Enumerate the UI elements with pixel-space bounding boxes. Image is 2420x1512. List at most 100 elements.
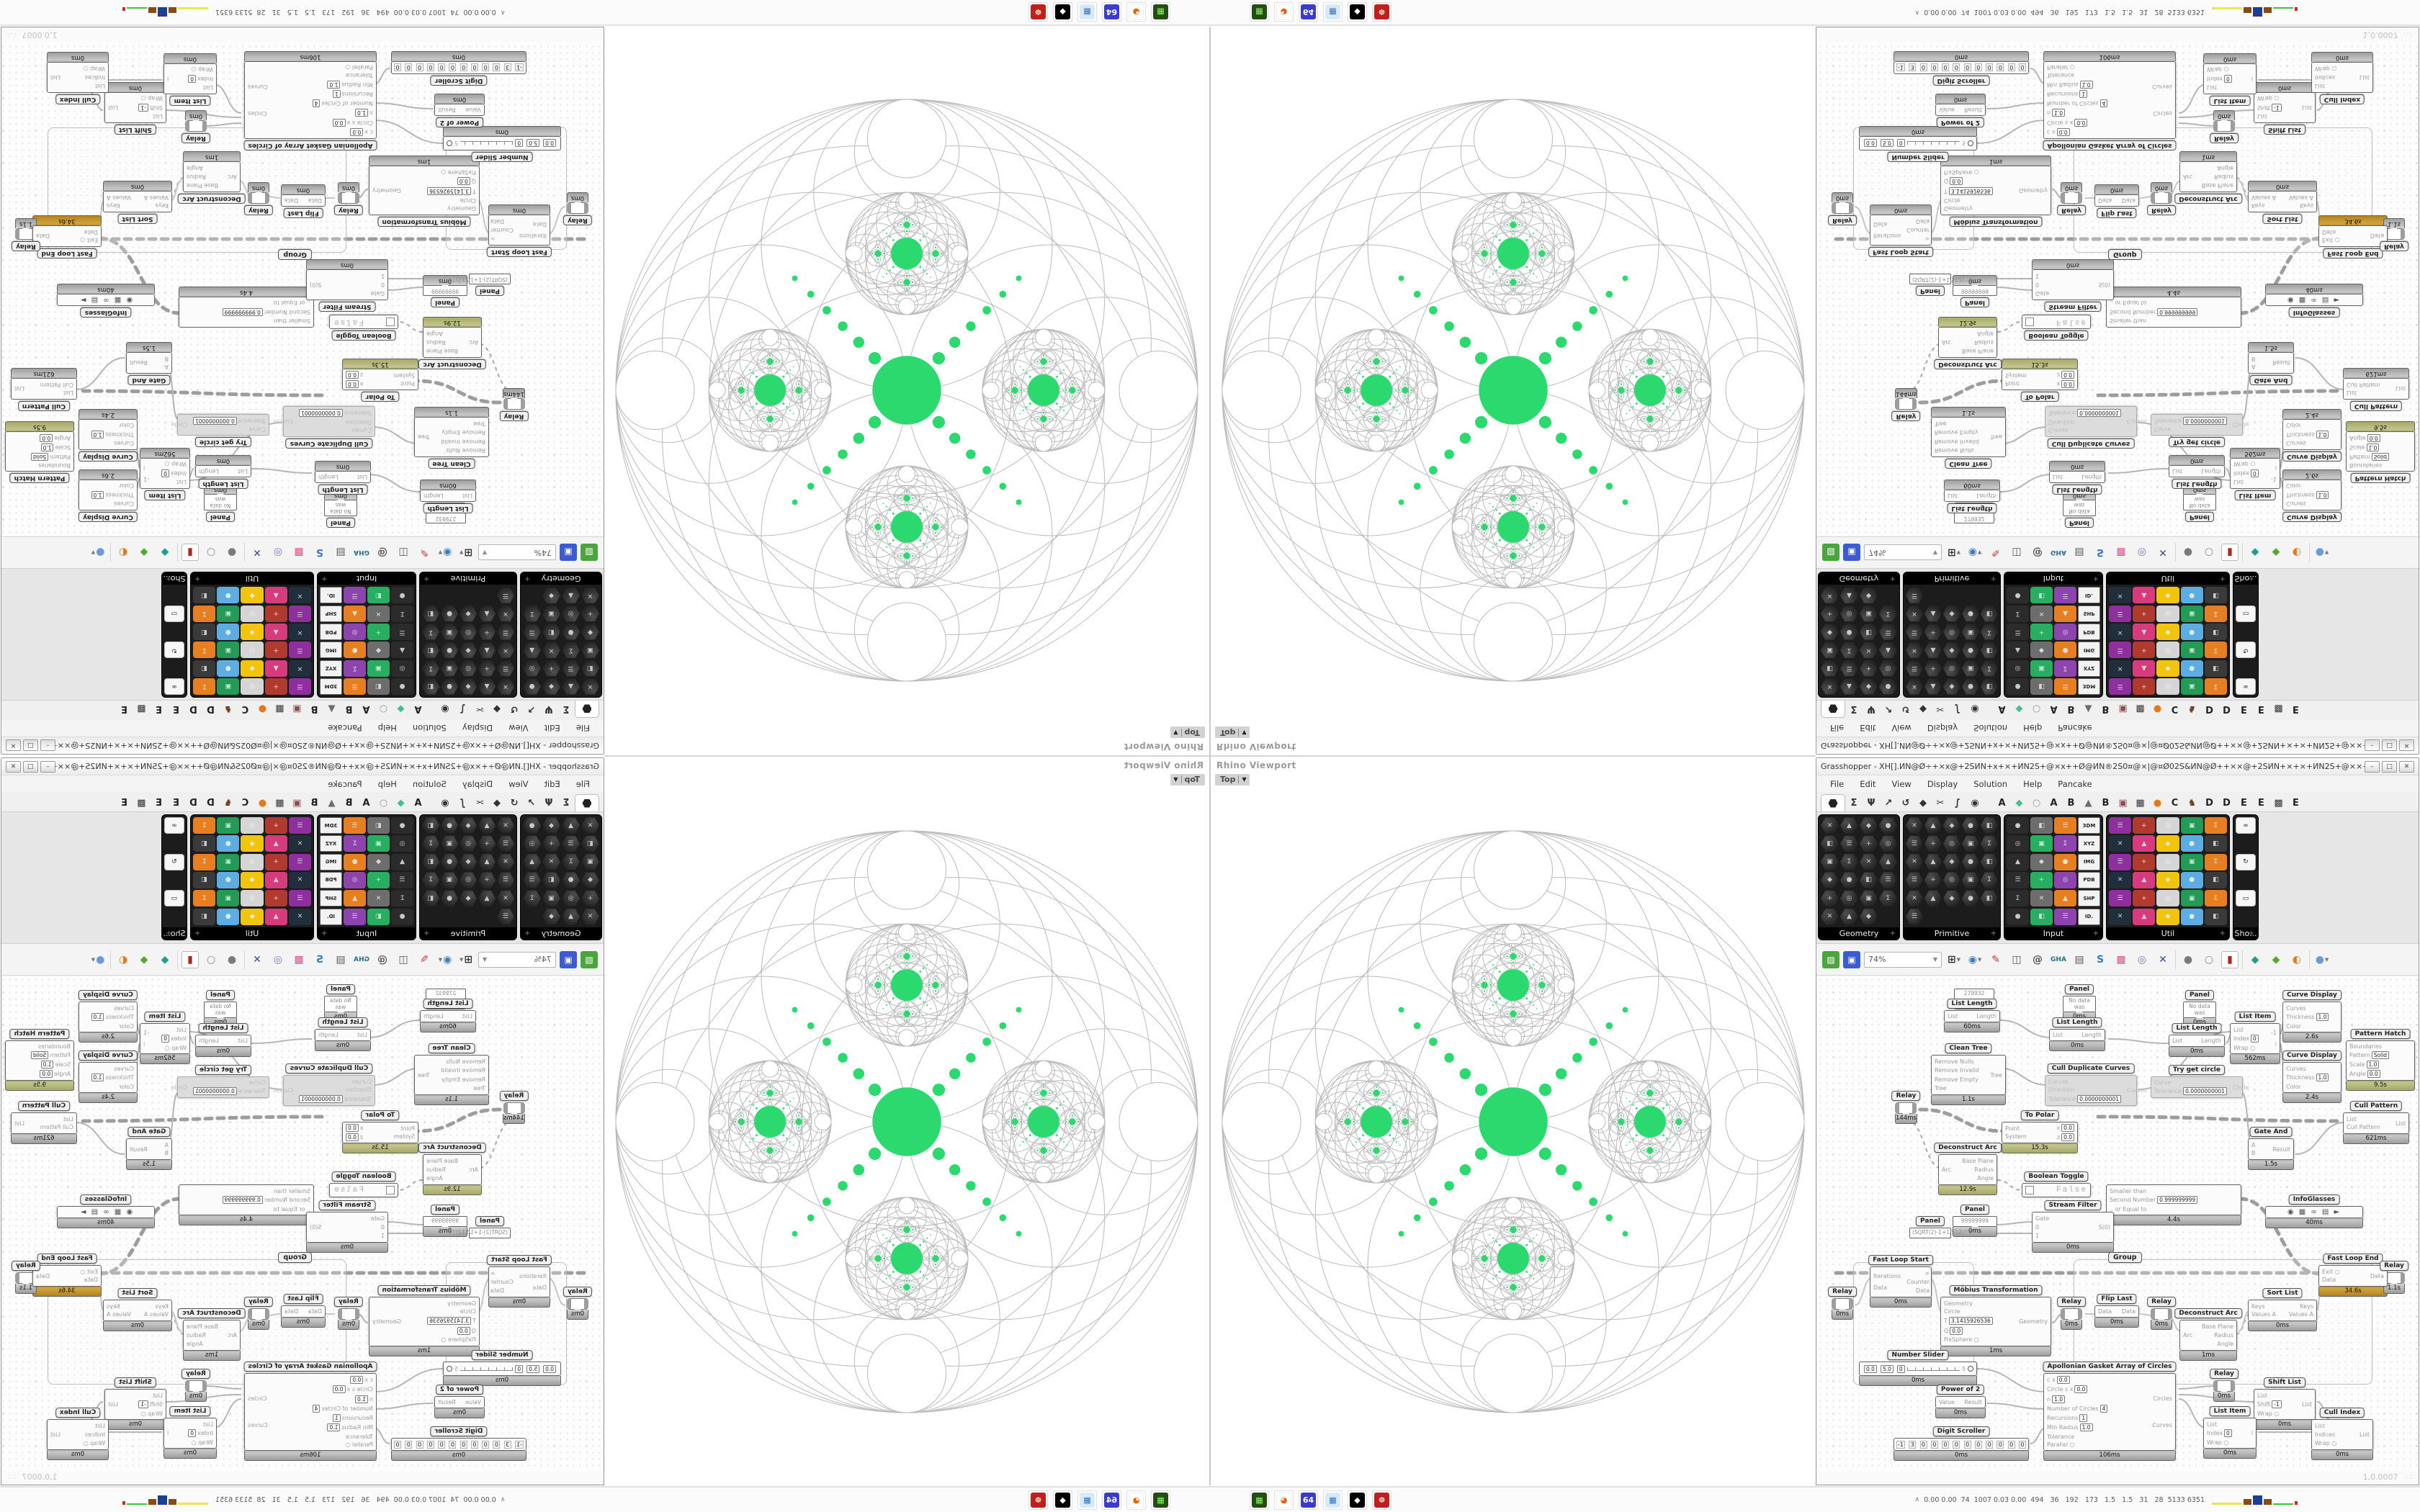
component-icon[interactable]: ☰	[1840, 660, 1858, 677]
component-icon[interactable]: +	[1924, 660, 1942, 677]
resize-grip[interactable]: ∴∴	[6, 31, 17, 39]
component-icon[interactable]: Σ	[2204, 890, 2227, 907]
component-icon[interactable]: ◆	[460, 817, 477, 834]
plugin-tab[interactable]: B	[310, 797, 318, 809]
gh-node-number-slider[interactable]: Number Slider 0.0 5.0 0 5 0ms	[443, 126, 561, 162]
component-icon[interactable]: ◎	[1879, 660, 1897, 677]
plugin-tab[interactable]: ●	[258, 703, 267, 715]
calculator-icon[interactable]: ▦	[1323, 2, 1343, 22]
component-icon[interactable]: ●	[391, 908, 413, 925]
component-icon[interactable]: ✕	[288, 587, 311, 604]
menu-solution[interactable]: Solution	[412, 778, 447, 789]
component-icon[interactable]: ✕	[367, 890, 390, 907]
gh-node-flip-last[interactable]: Flip Last Data Data 0ms	[281, 184, 326, 218]
tab-params[interactable]	[1821, 701, 1845, 718]
component-icon[interactable]: ●	[562, 872, 580, 888]
plugin-tab[interactable]: A	[414, 703, 422, 715]
gh-node-deconstruct-arc[interactable]: Deconstruct Arc Arc Base Plane Radius Angle 1…	[418, 1143, 486, 1195]
rhino-viewport[interactable]: Rhino Viewport Top ▼	[1210, 756, 1816, 1485]
component-icon[interactable]: ✕	[2030, 605, 2053, 622]
component-icon[interactable]: ▲	[2133, 660, 2156, 677]
component-icon[interactable]: ▲	[2133, 835, 2156, 852]
component-icon[interactable]: ▣	[1962, 835, 1979, 852]
palette-group-label[interactable]: Util +	[2107, 572, 2229, 585]
component-icon[interactable]: ▣	[1962, 624, 1979, 640]
component-icon[interactable]: ✕	[581, 909, 599, 925]
component-icon[interactable]: ●	[2007, 908, 2029, 925]
gh-node-list-length[interactable]: List Length List Length 0ms	[195, 455, 251, 489]
component-icon[interactable]: ◎	[2007, 835, 2029, 852]
gh-node-relay[interactable]: Relay 144ms	[499, 1091, 529, 1124]
save-file-icon[interactable]: ▣	[1843, 950, 1860, 968]
plugin-tab[interactable]: D	[189, 703, 197, 715]
gh-node-boolean-toggle[interactable]: Boolean Toggle False	[2022, 315, 2091, 341]
preview-wire-icon[interactable]: ○	[2204, 953, 2214, 966]
gh-node-cull-pattern[interactable]: Cull Pattern List Cull Pattern List 621ms	[11, 1101, 77, 1144]
sketch-pen-icon[interactable]: ✎	[420, 953, 429, 966]
gh-node-gate-and[interactable]: Gate And A B Result 1.5s	[2248, 1127, 2294, 1170]
gh-node-relay[interactable]: Relay 0ms	[182, 1369, 210, 1402]
ball-blue-icon[interactable]: ● ▼	[2315, 953, 2329, 966]
palette-group-label[interactable]: Geometry +	[1819, 572, 1899, 585]
gh-node-relay[interactable]: Relay 0ms	[334, 182, 363, 215]
component-icon[interactable]: ID.	[2078, 587, 2100, 604]
component-icon[interactable]: ▲	[523, 642, 541, 658]
component-icon[interactable]: ✕	[497, 678, 514, 695]
sphere-orange-icon[interactable]: ◐	[2292, 953, 2302, 966]
category-tab-icon[interactable]: ✂	[475, 703, 484, 715]
component-icon[interactable]: ✕	[497, 817, 514, 834]
gha-loader-icon[interactable]: GHA	[2051, 955, 2066, 963]
plugin-tab[interactable]: E	[2258, 797, 2264, 809]
component-icon[interactable]: ●	[2054, 853, 2076, 870]
red-gear-icon[interactable]: ☸	[1372, 2, 1392, 22]
component-icon[interactable]: ✕	[288, 624, 311, 641]
gh-node-list-length[interactable]: List Length List Length 60ms	[420, 999, 476, 1032]
viewport-tab-top[interactable]: Top ▼	[1170, 774, 1205, 786]
gh-node-sort-list[interactable]: Sort List Keys Values A Keys Values A 0ms	[103, 1288, 172, 1331]
component-icon[interactable]: ◧	[2204, 587, 2227, 604]
component-icon[interactable]: ◎	[460, 872, 477, 888]
component-icon[interactable]: ◎	[460, 660, 477, 677]
gh-node-cull-duplicate-curves[interactable]: Cull Duplicate Curves Curves Direction Tole…	[2045, 406, 2147, 449]
component-icon[interactable]: SHP	[2078, 890, 2100, 907]
category-tab-icon[interactable]: Ψ	[544, 703, 553, 715]
component-icon[interactable]: ▲	[264, 871, 287, 888]
component-icon[interactable]: ▲	[2007, 853, 2029, 870]
menu-edit[interactable]: Edit	[544, 723, 560, 734]
component-icon[interactable]: ✕	[1906, 890, 1923, 906]
component-icon[interactable]: ∞	[164, 678, 184, 695]
component-icon[interactable]: +	[2133, 678, 2156, 695]
component-icon[interactable]: ◆	[1943, 642, 1960, 658]
component-icon[interactable]: ◆	[241, 871, 264, 888]
plugin-tab[interactable]: ●	[2153, 703, 2162, 715]
component-icon[interactable]: ✕	[542, 642, 560, 658]
component-icon[interactable]: ◆	[2156, 871, 2179, 888]
plugin-tab[interactable]: ○	[2032, 703, 2041, 715]
title-bar[interactable]: Grasshopper - XH[].ИN@Ø÷+×х@+2SИN+х+×+ИN…	[1, 758, 604, 775]
gh-node-power-of-2[interactable]: Power of 2 Value Result 0ms	[1935, 1385, 1986, 1418]
gh-node-cull-index[interactable]: Cull Index List Indices Wrap ○ List 0ms	[47, 52, 109, 104]
component-icon[interactable]: +	[542, 835, 560, 852]
calculator-icon[interactable]: ▦	[1323, 1490, 1343, 1510]
component-icon[interactable]: ∞	[2236, 817, 2256, 834]
plugin-tab[interactable]: E	[121, 797, 127, 809]
open-file-icon[interactable]: ▨	[581, 544, 598, 562]
gumball-icon[interactable]: ◫	[398, 953, 408, 966]
component-icon[interactable]: ◆	[581, 872, 599, 888]
plugin-tab[interactable]: ●	[258, 797, 267, 809]
gumball-icon[interactable]: ◫	[2012, 546, 2022, 559]
component-icon[interactable]: ◧	[581, 660, 599, 677]
component-icon[interactable]: ●	[441, 606, 458, 622]
plugin-tab[interactable]: ▦	[2136, 703, 2145, 715]
package-icon[interactable]: ▩	[294, 546, 304, 559]
component-icon[interactable]: ▣	[1860, 890, 1878, 906]
rhino-head-icon[interactable]: ◆	[1348, 1490, 1367, 1510]
preview-red-icon[interactable]: ▮	[182, 950, 199, 968]
component-icon[interactable]: ▲	[1924, 817, 1942, 834]
component-icon[interactable]: ▣	[2180, 642, 2203, 659]
